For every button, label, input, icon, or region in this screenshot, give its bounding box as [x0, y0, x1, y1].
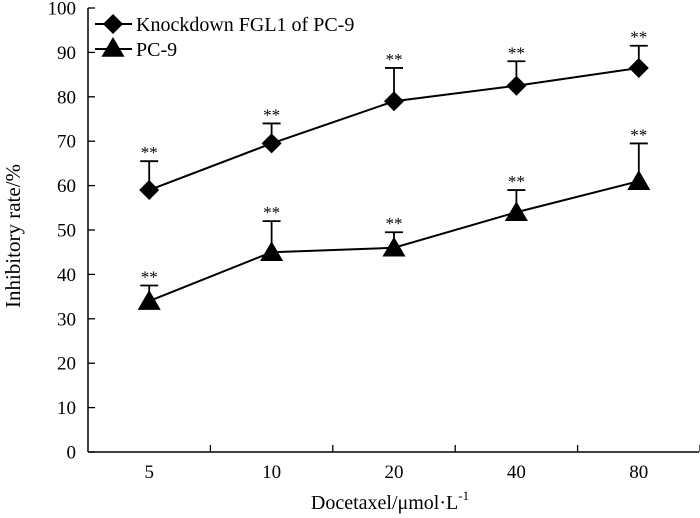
data-point	[384, 91, 404, 112]
x-tick-label: 5	[144, 462, 154, 483]
y-tick-label: 0	[67, 443, 77, 464]
significance-label: **	[141, 268, 158, 287]
significance-label: **	[386, 214, 403, 233]
legend-diamond-marker	[103, 14, 123, 34]
x-tick-label: 20	[385, 462, 404, 483]
legend: Knockdown FGL1 of PC-9 PC-9	[95, 14, 354, 61]
x-tick-label: 40	[507, 462, 526, 483]
significance-label: **	[630, 125, 647, 144]
data-point	[382, 236, 406, 257]
y-tick-label: 50	[57, 221, 76, 242]
x-tick-label: 80	[629, 462, 648, 483]
y-axis-ticks: 0 10 20 30 40 50 60 70 80 90 100	[48, 0, 95, 464]
series-pc-9: ** ** ** ** **	[137, 125, 651, 310]
data-point	[506, 75, 527, 96]
legend-triangle-marker	[101, 37, 125, 57]
y-tick-label: 40	[57, 265, 76, 286]
significance-label: **	[141, 143, 158, 162]
data-point	[139, 180, 160, 201]
legend-item: PC-9	[95, 37, 177, 61]
significance-label: **	[263, 203, 280, 222]
y-tick-label: 20	[57, 354, 76, 375]
data-point	[627, 170, 651, 190]
legend-label: PC-9	[136, 39, 177, 61]
y-tick-label: 90	[57, 43, 76, 64]
y-axis-label: Inhibitory rate/%	[1, 164, 25, 308]
x-axis-label: Docetaxel/μmol·L-1	[311, 488, 469, 514]
significance-label: **	[508, 43, 525, 62]
legend-item: Knockdown FGL1 of PC-9	[95, 14, 354, 36]
data-point	[504, 201, 528, 222]
data-point	[628, 57, 649, 78]
y-tick-label: 10	[57, 398, 76, 419]
x-tick-label: 10	[262, 462, 281, 483]
data-point	[260, 241, 284, 261]
legend-label: Knockdown FGL1 of PC-9	[136, 14, 354, 36]
y-tick-label: 100	[48, 0, 77, 20]
significance-label: **	[386, 50, 403, 69]
series-layer: ** ** ** ** ** ** ** ** ** **	[137, 28, 651, 310]
series-knockdown-fgl1: ** ** ** ** **	[139, 28, 649, 201]
significance-label: **	[263, 105, 280, 124]
y-tick-label: 30	[57, 309, 76, 330]
data-point	[137, 290, 161, 310]
data-point	[261, 133, 282, 154]
y-tick-label: 70	[57, 132, 76, 153]
x-axis-ticks: 5 10 20 40 80	[144, 445, 700, 483]
y-tick-label: 80	[57, 87, 76, 108]
significance-label: **	[630, 28, 647, 47]
y-tick-label: 60	[57, 176, 76, 197]
significance-label: **	[508, 172, 525, 191]
